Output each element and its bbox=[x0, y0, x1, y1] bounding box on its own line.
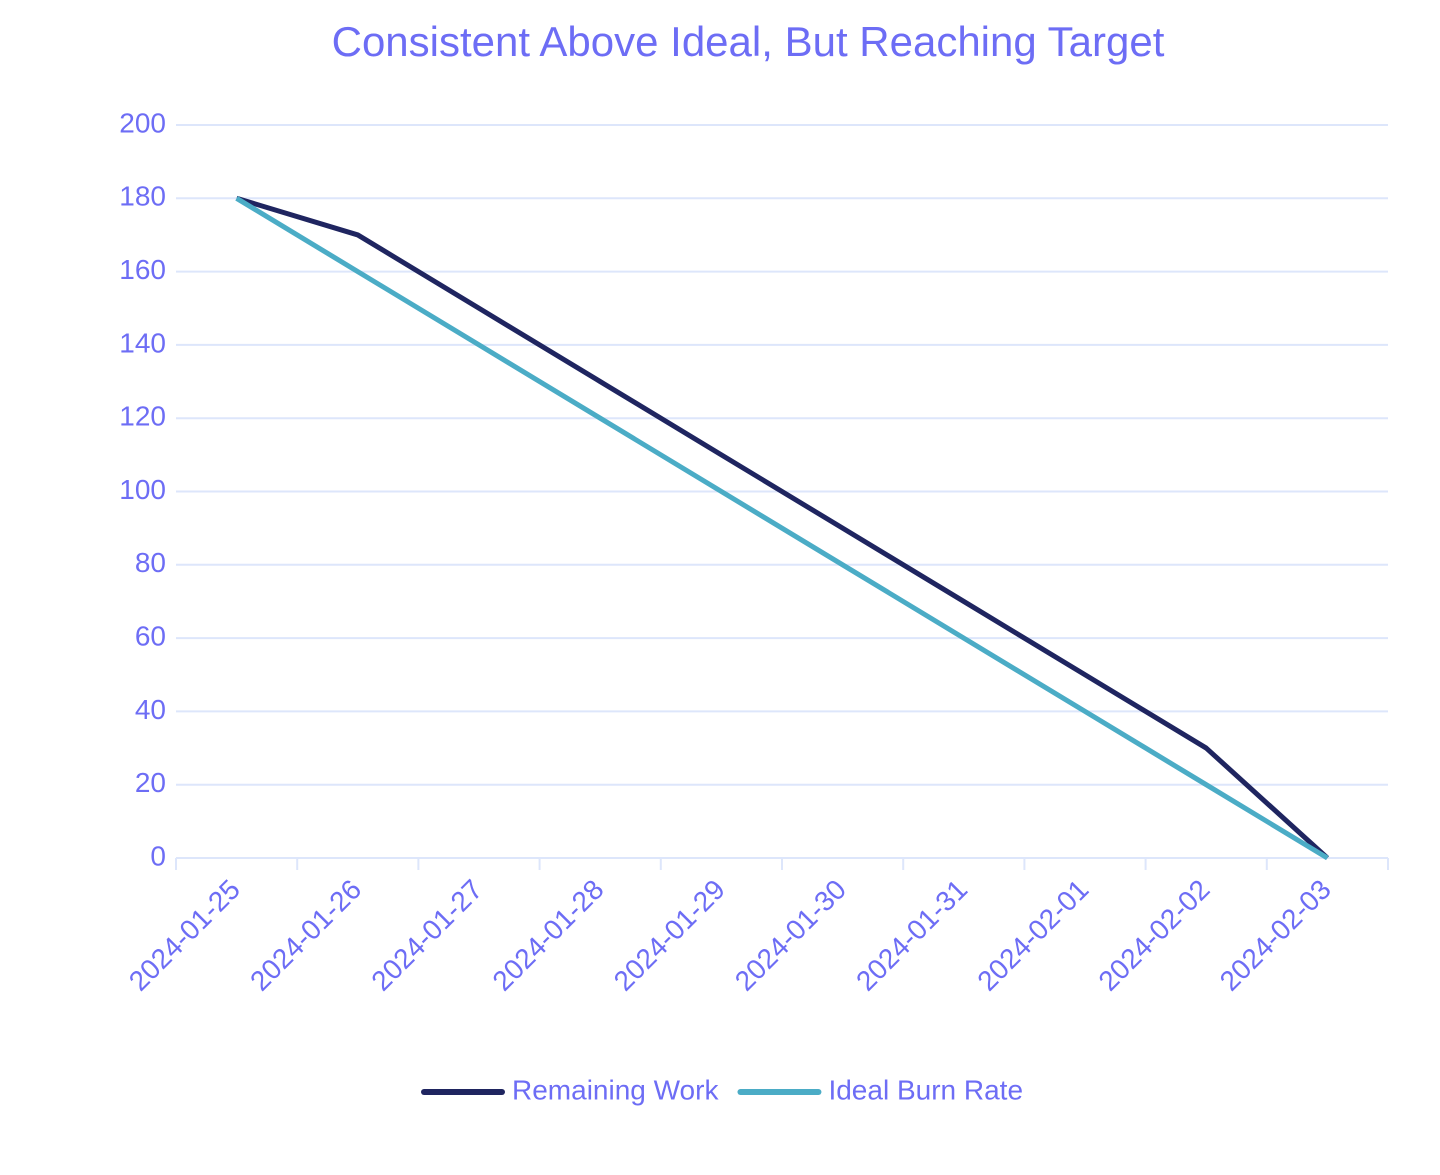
series-line bbox=[235, 196, 1329, 861]
y-tick-label: 140 bbox=[119, 327, 166, 358]
y-tick-label: 60 bbox=[135, 620, 166, 651]
x-tick-label: 2024-01-26 bbox=[244, 874, 367, 997]
y-tick-label: 80 bbox=[135, 547, 166, 578]
y-tick-label: 40 bbox=[135, 694, 166, 725]
x-tick-label: 2024-01-25 bbox=[123, 874, 246, 997]
series-line bbox=[235, 195, 1330, 860]
y-tick-label: 180 bbox=[119, 181, 166, 212]
x-tick-label: 2024-01-28 bbox=[486, 874, 609, 997]
x-tick-label: 2024-02-02 bbox=[1092, 874, 1215, 997]
x-tick-label: 2024-01-31 bbox=[850, 874, 973, 997]
legend-label: Remaining Work bbox=[512, 1074, 719, 1105]
y-tick-label: 0 bbox=[150, 840, 166, 871]
y-tick-label: 160 bbox=[119, 254, 166, 285]
x-tick-label: 2024-02-01 bbox=[971, 874, 1094, 997]
x-tick-label: 2024-01-29 bbox=[608, 874, 731, 997]
legend-label: Ideal Burn Rate bbox=[828, 1074, 1023, 1105]
x-tick-label: 2024-01-27 bbox=[365, 874, 488, 997]
y-tick-label: 100 bbox=[119, 474, 166, 505]
y-tick-label: 20 bbox=[135, 767, 166, 798]
x-tick-label: 2024-01-30 bbox=[729, 874, 852, 997]
y-tick-label: 200 bbox=[119, 107, 166, 138]
x-tick-label: 2024-02-03 bbox=[1214, 874, 1337, 997]
y-tick-label: 120 bbox=[119, 401, 166, 432]
chart-title: Consistent Above Ideal, But Reaching Tar… bbox=[332, 18, 1165, 65]
